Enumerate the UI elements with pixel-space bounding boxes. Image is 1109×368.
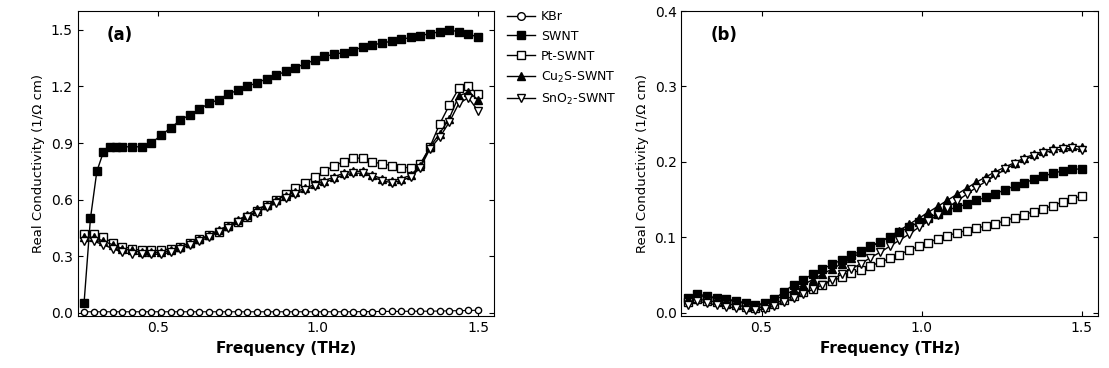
Legend: GO, Pt-GO, Cu$_2$S-GO, SnO$_2$-GO: GO, Pt-GO, Cu$_2$S-GO, SnO$_2$-GO xyxy=(1107,5,1109,92)
Y-axis label: Real Conductivity (1/Ω cm): Real Conductivity (1/Ω cm) xyxy=(637,74,649,253)
Y-axis label: Real Conductivity (1/Ω cm): Real Conductivity (1/Ω cm) xyxy=(32,74,45,253)
X-axis label: Frequency (THz): Frequency (THz) xyxy=(216,341,356,356)
Text: (a): (a) xyxy=(106,26,133,44)
Legend: KBr, SWNT, Pt-SWNT, Cu$_2$S-SWNT, SnO$_2$-SWNT: KBr, SWNT, Pt-SWNT, Cu$_2$S-SWNT, SnO$_2… xyxy=(502,5,622,112)
X-axis label: Frequency (THz): Frequency (THz) xyxy=(820,341,959,356)
Text: (b): (b) xyxy=(711,26,737,44)
